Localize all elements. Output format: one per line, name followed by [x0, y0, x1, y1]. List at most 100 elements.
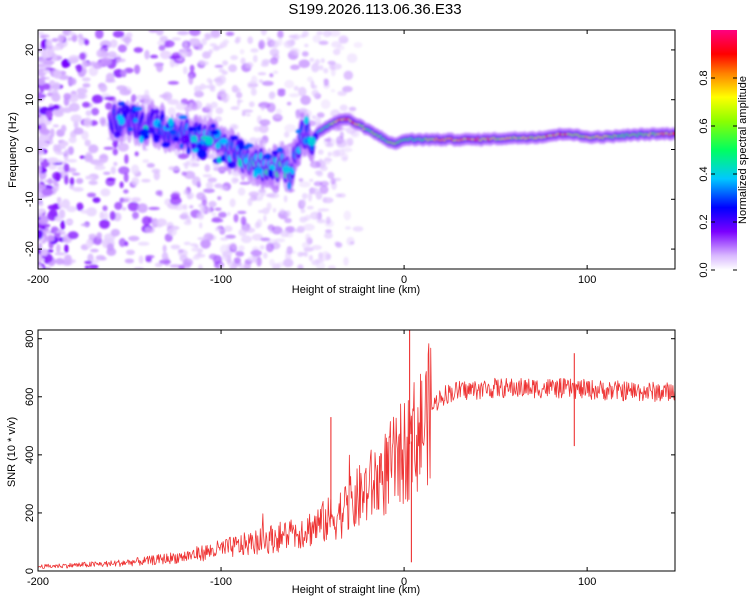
y-tick-label: 0 [24, 146, 36, 152]
noise-blob [76, 64, 83, 73]
noise-blob [274, 238, 286, 243]
noise-blob [339, 104, 348, 112]
ridge-spot [204, 136, 214, 146]
noise-blob [235, 91, 243, 99]
colorbar-gradient [711, 30, 737, 270]
noise-blob [252, 54, 258, 63]
noise-blob [67, 77, 77, 86]
noise-blob [38, 141, 45, 149]
noise-blob [171, 37, 181, 41]
noise-blob [52, 124, 60, 128]
noise-blob [182, 258, 194, 267]
noise-blob [261, 59, 271, 65]
noise-blob [261, 80, 274, 86]
noise-blob [116, 85, 128, 91]
noise-blob [131, 164, 140, 175]
noise-blob [211, 212, 217, 217]
noise-blob [38, 191, 43, 198]
noise-blob [162, 244, 167, 253]
noise-blob [223, 225, 233, 232]
noise-blob [260, 105, 265, 111]
noise-blob [118, 166, 130, 175]
noise-blob [299, 216, 308, 223]
y-tick-label: 200 [24, 504, 36, 522]
noise-blob [91, 107, 100, 116]
ridge-spot [138, 135, 144, 144]
noise-blob [119, 181, 124, 189]
noise-blob [84, 139, 91, 147]
noise-blob [95, 255, 106, 261]
noise-blob [103, 171, 111, 175]
noise-blob [189, 64, 195, 73]
noise-blob [110, 228, 121, 237]
noise-blob [132, 211, 139, 220]
noise-blob [52, 104, 60, 110]
noise-blob [159, 35, 168, 42]
noise-blob [47, 249, 54, 253]
noise-blob [177, 30, 189, 36]
noise-blob [217, 92, 225, 98]
ridge-spot [271, 150, 279, 155]
colorbar-label: Normalized spectral amplitude [737, 76, 749, 224]
noise-blob [248, 83, 259, 87]
noise-blob [299, 107, 308, 115]
noise-blob [237, 210, 247, 215]
noise-blob [51, 38, 59, 42]
noise-blob [167, 99, 180, 105]
snr-x-ticks: -200 -100 0 100 [27, 330, 596, 588]
ridge-spot [117, 101, 126, 107]
noise-blob [210, 30, 221, 39]
ridge-spot [140, 128, 149, 136]
noise-blob [337, 90, 347, 96]
noise-blob [189, 205, 194, 209]
noise-blob [323, 78, 329, 86]
noise-blob [288, 93, 300, 98]
noise-blob [134, 151, 139, 157]
noise-blob [55, 258, 65, 265]
ridge-spot [227, 161, 237, 169]
ridge-spot [303, 115, 309, 125]
noise-blob [207, 207, 211, 214]
noise-blob [181, 171, 187, 176]
noise-blob [95, 30, 104, 39]
noise-blob [210, 151, 217, 160]
noise-blob [233, 213, 239, 223]
noise-blob [183, 189, 189, 195]
noise-blob [301, 51, 309, 57]
noise-blob [229, 198, 236, 208]
noise-blob [273, 70, 279, 75]
noise-blob [144, 49, 150, 60]
noise-blob [146, 163, 155, 168]
noise-blob [252, 256, 258, 264]
noise-blob [318, 40, 329, 45]
noise-blob [327, 253, 332, 260]
snr-y-axis-label: SNR (10 * v/v) [6, 417, 18, 487]
noise-blob [170, 244, 181, 250]
noise-blob [116, 58, 126, 63]
noise-blob [315, 213, 319, 220]
noise-blob [78, 38, 84, 46]
noise-blob [300, 208, 306, 214]
x-tick-label: 0 [401, 576, 407, 588]
noise-blob [323, 196, 327, 204]
noise-blob [232, 125, 237, 129]
noise-blob [169, 264, 182, 268]
noise-blob [235, 37, 239, 45]
noise-blob [265, 242, 274, 253]
noise-blob [131, 197, 141, 203]
noise-blob [277, 37, 283, 47]
noise-blob [185, 160, 191, 166]
noise-blob [298, 178, 304, 183]
noise-blob [319, 185, 329, 195]
noise-blob [257, 72, 267, 76]
noise-blob [38, 63, 46, 68]
noise-blob [315, 258, 325, 263]
noise-blob [40, 226, 46, 230]
noise-blob [45, 110, 53, 119]
noise-blob [353, 42, 363, 48]
noise-blob [323, 158, 333, 162]
noise-blob [194, 41, 198, 45]
noise-blob [196, 212, 205, 220]
noise-blob [250, 249, 262, 257]
